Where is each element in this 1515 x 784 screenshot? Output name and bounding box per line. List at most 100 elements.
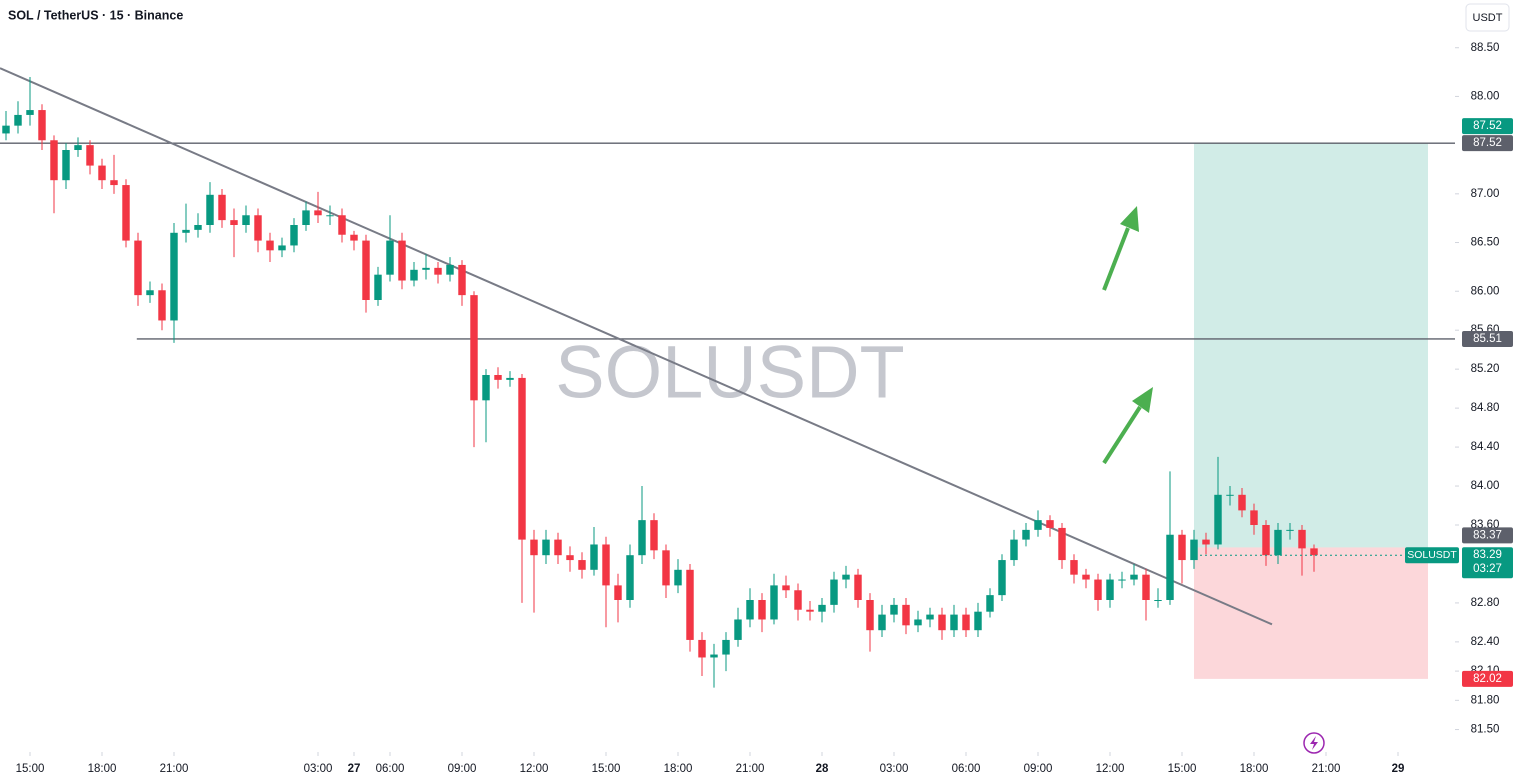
arrow-head — [1120, 206, 1139, 232]
x-tick-label: 15:00 — [1168, 763, 1197, 775]
candle-body — [62, 150, 70, 181]
candle-body — [746, 600, 754, 620]
arrow-shaft — [1102, 405, 1142, 465]
candle-body — [1070, 560, 1078, 575]
candle-body — [386, 240, 394, 275]
candle-body — [842, 574, 850, 580]
candle-body — [194, 225, 202, 230]
x-tick-label: 27 — [348, 763, 361, 775]
candle-body — [254, 215, 262, 241]
candle-body — [518, 377, 526, 540]
icon-circle[interactable] — [1303, 732, 1325, 754]
level-label-box — [1462, 135, 1513, 152]
candle-body — [1238, 494, 1246, 511]
candle-body — [374, 274, 382, 300]
candle-body — [590, 544, 598, 570]
candle-body — [698, 639, 706, 658]
level-label: 87.52 — [1473, 137, 1502, 149]
x-tick-label: 09:00 — [448, 763, 477, 775]
icon-bolt[interactable] — [1310, 736, 1318, 750]
y-tick-label: 84.40 — [1471, 441, 1500, 453]
y-tick-label: 86.50 — [1471, 237, 1500, 249]
level-label: 85.51 — [1473, 333, 1502, 345]
candle-body — [1082, 574, 1090, 580]
candle-body — [1274, 529, 1282, 556]
candle-body — [614, 585, 622, 600]
candle-body — [170, 232, 178, 321]
y-tick-label: 88.50 — [1471, 42, 1500, 54]
candle-body — [1094, 579, 1102, 600]
candle-body — [326, 215, 334, 217]
entry-label: 83.37 — [1473, 529, 1502, 541]
level-label-box — [1462, 330, 1513, 347]
candle-body — [902, 604, 910, 626]
candle-body — [86, 145, 94, 166]
y-tick-label: 82.40 — [1471, 636, 1500, 648]
candle-body — [338, 215, 346, 235]
candle-body — [266, 240, 274, 251]
candle-body — [446, 264, 454, 275]
candle-body — [926, 614, 934, 620]
candle-body — [806, 609, 814, 612]
candle-body — [482, 375, 490, 401]
candle-body — [1058, 527, 1066, 561]
candle-body — [998, 560, 1006, 596]
candle-body — [1262, 525, 1270, 556]
drawings-layer — [1102, 206, 1153, 465]
currency-button-label[interactable]: USDT — [1473, 12, 1503, 24]
y-tick-label: 85.20 — [1471, 363, 1500, 375]
stop-label-box — [1462, 670, 1513, 687]
candle-body — [350, 234, 358, 241]
candle-body — [470, 295, 478, 401]
x-tick-label: 06:00 — [952, 763, 981, 775]
candle-body — [38, 110, 46, 141]
candle-body — [602, 544, 610, 586]
candle-body — [1142, 574, 1150, 600]
currency-button[interactable] — [1465, 3, 1510, 32]
x-tick-label: 12:00 — [1096, 763, 1125, 775]
symbol-box — [1405, 547, 1459, 564]
candle-body — [290, 225, 298, 246]
candle-body — [422, 267, 430, 270]
x-tick-label: 18:00 — [88, 763, 117, 775]
time-axis — [0, 752, 1455, 784]
arrow-up — [1102, 387, 1153, 465]
candle-body — [146, 290, 154, 296]
stop-zone — [1194, 547, 1428, 679]
candle-body — [14, 114, 22, 126]
last-price-label: 83.29 — [1473, 549, 1502, 561]
candle-body — [878, 614, 886, 631]
symbol-label: SOLUSDT — [1407, 549, 1457, 561]
candle-body — [566, 555, 574, 561]
candle-body — [1250, 510, 1258, 525]
candle-body — [134, 240, 142, 296]
candle-body — [206, 194, 214, 225]
last-price-box — [1462, 547, 1513, 579]
target-label: 87.52 — [1473, 120, 1502, 132]
arrow-shaft — [1102, 227, 1130, 291]
y-tick-label: 87.00 — [1471, 188, 1500, 200]
x-tick-label: 12:00 — [520, 763, 549, 775]
candle-body — [494, 375, 502, 380]
x-tick-label: 21:00 — [160, 763, 189, 775]
target-zone — [1194, 143, 1428, 548]
candle-body — [794, 590, 802, 610]
candle-body — [1106, 579, 1114, 600]
chart-title: SOL / TetherUS · 15 · Binance — [8, 8, 183, 22]
x-tick-label: 21:00 — [736, 763, 765, 775]
candle-body — [218, 194, 226, 221]
candle-body — [734, 619, 742, 640]
candle-body — [986, 595, 994, 612]
stop-label: 82.02 — [1473, 673, 1502, 685]
candle-body — [278, 245, 286, 251]
lightning-icon[interactable] — [1303, 732, 1325, 754]
candle-body — [110, 180, 118, 186]
candle-body — [686, 569, 694, 640]
countdown-label: 03:27 — [1473, 563, 1502, 575]
candle-body — [1214, 494, 1222, 545]
candle-body — [722, 639, 730, 655]
x-tick-label: 18:00 — [1240, 763, 1269, 775]
candle-body — [818, 604, 826, 612]
